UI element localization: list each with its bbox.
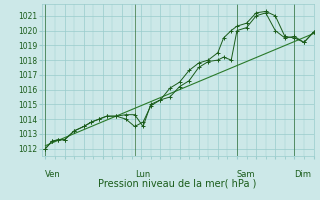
Text: Dim: Dim	[294, 170, 311, 179]
Text: Sam: Sam	[237, 170, 255, 179]
Text: Ven: Ven	[45, 170, 61, 179]
X-axis label: Pression niveau de la mer( hPa ): Pression niveau de la mer( hPa )	[99, 178, 257, 188]
Text: Lun: Lun	[135, 170, 150, 179]
